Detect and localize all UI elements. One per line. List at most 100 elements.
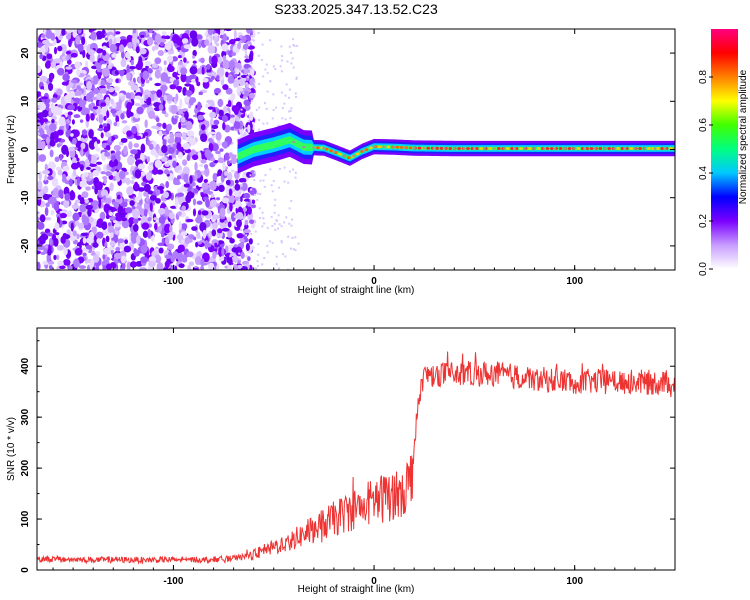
noise-blob	[44, 174, 48, 181]
noise-blob	[189, 74, 197, 79]
noise-blob	[154, 69, 161, 79]
noise-blob	[100, 189, 109, 198]
noise-blob	[57, 67, 65, 76]
noise-dot	[253, 92, 256, 95]
noise-blob	[141, 222, 150, 230]
signal-core-point	[466, 147, 470, 150]
noise-dot	[252, 127, 255, 130]
noise-dot	[239, 75, 242, 78]
signal-core-point	[474, 147, 479, 150]
noise-blob	[149, 194, 157, 201]
noise-dot	[270, 184, 273, 187]
noise-dot	[270, 215, 273, 218]
y-tick-label: -20	[20, 238, 31, 253]
noise-blob	[66, 229, 71, 236]
noise-blob	[243, 90, 250, 97]
noise-blob	[183, 57, 187, 63]
noise-blob	[127, 155, 135, 166]
signal-marker	[332, 150, 336, 153]
noise-blob	[100, 171, 106, 175]
signal-core-point	[505, 147, 510, 150]
noise-blob	[82, 49, 86, 59]
noise-blob	[235, 212, 244, 221]
noise-blob	[87, 49, 96, 56]
noise-blob	[146, 36, 154, 46]
noise-blob	[86, 264, 90, 270]
noise-blob	[40, 233, 49, 241]
noise-blob	[235, 78, 240, 88]
noise-blob	[129, 180, 135, 185]
noise-blob	[65, 34, 71, 40]
colorbar-tick-label: 0.0	[698, 262, 709, 276]
noise-blob	[82, 216, 90, 226]
noise-dot	[272, 65, 275, 68]
noise-blob	[90, 113, 95, 121]
noise-blob	[207, 29, 214, 36]
signal-core-point	[638, 147, 642, 150]
noise-blob	[65, 149, 70, 158]
noise-blob	[70, 189, 74, 198]
noise-blob	[243, 192, 251, 199]
noise-dot	[263, 222, 266, 225]
noise-blob	[164, 236, 170, 246]
noise-blob	[176, 192, 185, 197]
noise-blob	[145, 65, 149, 69]
signal-marker	[492, 147, 496, 150]
noise-blob	[219, 148, 224, 152]
noise-blob	[230, 211, 236, 222]
noise-blob	[150, 149, 157, 156]
noise-blob	[96, 139, 101, 144]
noise-dot	[274, 228, 277, 231]
noise-blob	[215, 150, 221, 155]
noise-blob	[206, 63, 211, 70]
noise-dot	[256, 264, 259, 267]
noise-dot	[261, 211, 264, 214]
noise-blob	[156, 89, 163, 98]
noise-blob	[102, 254, 106, 260]
noise-blob	[107, 224, 115, 234]
noise-blob	[184, 83, 192, 87]
noise-blob	[147, 217, 152, 222]
noise-dot	[280, 241, 283, 244]
noise-blob	[95, 231, 104, 239]
noise-blob	[186, 154, 191, 162]
noise-blob	[115, 31, 121, 35]
noise-blob	[217, 157, 225, 164]
noise-dot	[240, 108, 243, 111]
noise-blob	[221, 197, 230, 204]
noise-blob	[121, 50, 125, 59]
noise-blob	[109, 43, 117, 53]
noise-blob	[100, 132, 104, 139]
noise-blob	[48, 237, 53, 246]
signal-marker	[573, 147, 577, 150]
noise-dot	[294, 236, 297, 239]
noise-blob	[57, 260, 64, 266]
noise-dot	[297, 242, 300, 245]
noise-dot	[272, 93, 275, 96]
noise-blob	[76, 157, 80, 162]
noise-blob	[108, 246, 115, 251]
noise-blob	[177, 109, 184, 115]
noise-blob	[180, 223, 188, 230]
y-tick-label: 0	[20, 146, 31, 152]
noise-blob	[135, 235, 141, 245]
noise-blob	[247, 45, 255, 50]
noise-blob	[188, 261, 195, 267]
noise-blob	[223, 124, 231, 133]
noise-dot	[280, 91, 283, 94]
noise-blob	[227, 171, 233, 181]
noise-dot	[287, 96, 290, 99]
signal-marker	[452, 147, 456, 150]
noise-blob	[88, 104, 93, 111]
signal-core-point	[607, 147, 611, 150]
noise-blob	[113, 159, 119, 167]
noise-blob	[177, 252, 184, 262]
noise-blob	[204, 239, 209, 250]
noise-blob	[37, 104, 41, 109]
signal-marker	[302, 146, 306, 149]
noise-blob	[139, 48, 147, 55]
noise-blob	[170, 254, 176, 263]
noise-dot	[253, 179, 256, 182]
signal-core-point	[329, 149, 333, 153]
